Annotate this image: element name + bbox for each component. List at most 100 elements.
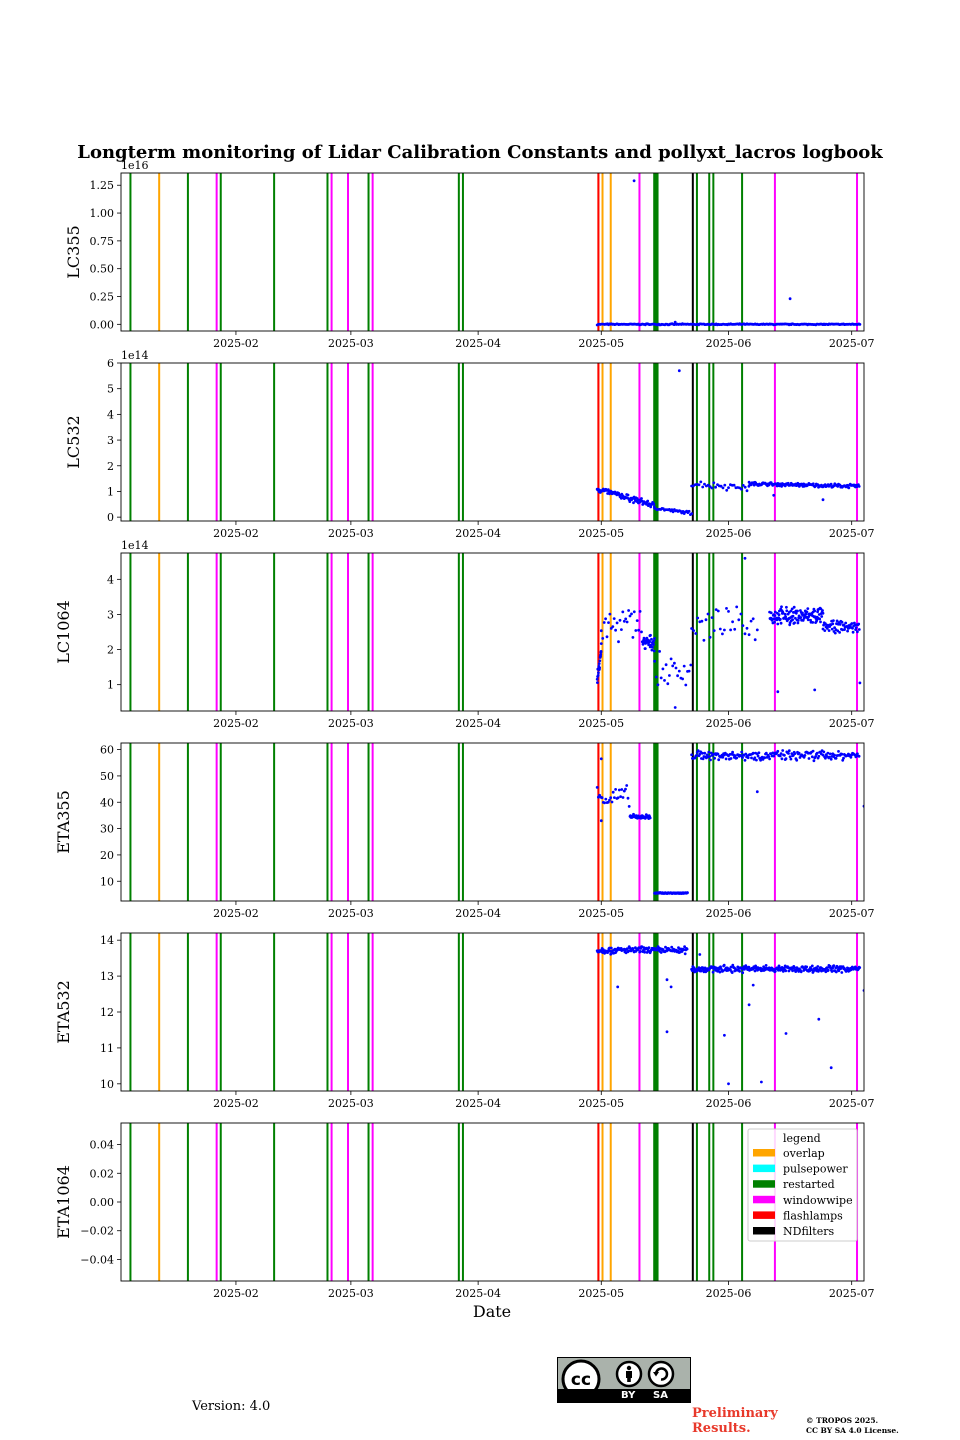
data-point: [814, 755, 817, 758]
data-point: [676, 674, 679, 678]
data-point: [838, 623, 842, 626]
data-point: [711, 970, 715, 974]
event-windowwipe: [347, 743, 350, 901]
data-point: [832, 964, 836, 968]
data-point: [844, 621, 848, 625]
data-point: [820, 615, 824, 618]
event-restarted: [695, 553, 698, 711]
data-point: [830, 970, 834, 973]
data-point: [668, 674, 671, 677]
data-point: [851, 630, 855, 634]
y-tick-label: 1: [107, 679, 114, 692]
event-restarted: [457, 933, 460, 1091]
data-point: [779, 621, 783, 625]
cc-license-badge[interactable]: cc BY SA: [557, 1357, 691, 1403]
data-point: [811, 621, 815, 624]
x-tick-label: 2025-07: [829, 527, 875, 540]
data-point: [640, 630, 643, 634]
x-tick-label: 2025-06: [706, 717, 752, 730]
event-restarted: [219, 173, 222, 331]
data-point: [837, 750, 840, 753]
data-point: [729, 628, 732, 632]
data-point: [740, 750, 744, 754]
x-tick-label: 2025-04: [455, 717, 501, 730]
legend-swatch: [753, 1164, 775, 1173]
event-restarted: [129, 1123, 132, 1281]
data-point: [646, 499, 650, 503]
data-point: [731, 750, 734, 754]
data-point: [648, 816, 652, 820]
data-point: [719, 484, 723, 488]
data-point: [856, 752, 859, 756]
x-tick-label: 2025-05: [578, 527, 624, 540]
event-restarted: [712, 173, 715, 331]
event-restarted: [326, 363, 329, 521]
data-point: [794, 616, 797, 620]
chart-title: Longterm monitoring of Lidar Calibration…: [77, 142, 883, 163]
event-restarted: [712, 743, 715, 901]
data-point: [692, 629, 695, 632]
event-windowwipe: [215, 933, 218, 1091]
data-point: [632, 501, 635, 505]
axes-frame: [120, 932, 865, 1092]
data-point: [608, 798, 611, 802]
x-tick-label: 2025-06: [706, 1287, 752, 1300]
data-point: [787, 749, 791, 753]
event-restarted: [653, 363, 659, 521]
event-restarted: [326, 933, 329, 1091]
data-point: [829, 757, 833, 761]
event-restarted: [653, 1123, 659, 1281]
y-tick-label: 0.00: [90, 318, 115, 331]
data-point: [698, 620, 702, 624]
event-restarted: [326, 173, 329, 331]
data-point: [788, 755, 792, 759]
data-point: [604, 617, 607, 621]
event-restarted: [461, 363, 464, 521]
data-point: [703, 482, 706, 486]
data-point: [735, 605, 739, 609]
event-NDfilters: [691, 743, 694, 901]
data-point: [753, 756, 757, 760]
event-restarted: [708, 933, 711, 1091]
data-point: [686, 891, 689, 895]
data-point: [619, 795, 622, 798]
data-point: [741, 484, 745, 487]
event-windowwipe: [773, 933, 776, 1091]
y-axis-label: LC532: [64, 415, 83, 468]
event-restarted: [326, 553, 329, 711]
data-point: [740, 487, 743, 491]
data-point: [847, 486, 851, 490]
data-point: [727, 486, 730, 490]
event-restarted: [186, 553, 189, 711]
data-point: [787, 969, 791, 973]
data-point: [846, 629, 849, 633]
event-NDfilters: [691, 173, 694, 331]
data-point: [821, 627, 825, 631]
event-NDfilters: [691, 933, 694, 1091]
data-point: [609, 796, 613, 800]
data-point: [614, 628, 617, 632]
data-point: [780, 605, 783, 609]
data-point: [803, 754, 807, 757]
event-flashlamps: [597, 743, 600, 901]
event-overlap: [609, 173, 612, 331]
data-point: [857, 628, 861, 631]
data-point: [626, 493, 630, 497]
x-tick-label: 2025-04: [455, 337, 501, 350]
data-point: [788, 623, 792, 627]
data-point: [611, 790, 615, 794]
event-overlap: [601, 1123, 604, 1281]
y-tick-label: 10: [100, 1078, 114, 1091]
event-windowwipe: [773, 363, 776, 521]
data-point: [815, 751, 819, 755]
data-point: [690, 627, 693, 630]
data-point: [614, 788, 617, 791]
data-point: [714, 608, 718, 611]
data-point: [664, 663, 668, 667]
x-tick-label: 2025-07: [829, 1097, 875, 1110]
event-windowwipe: [638, 553, 641, 711]
data-point: [738, 969, 741, 973]
data-point: [696, 749, 700, 753]
data-point: [615, 621, 619, 625]
x-tick-label: 2025-03: [328, 907, 374, 920]
